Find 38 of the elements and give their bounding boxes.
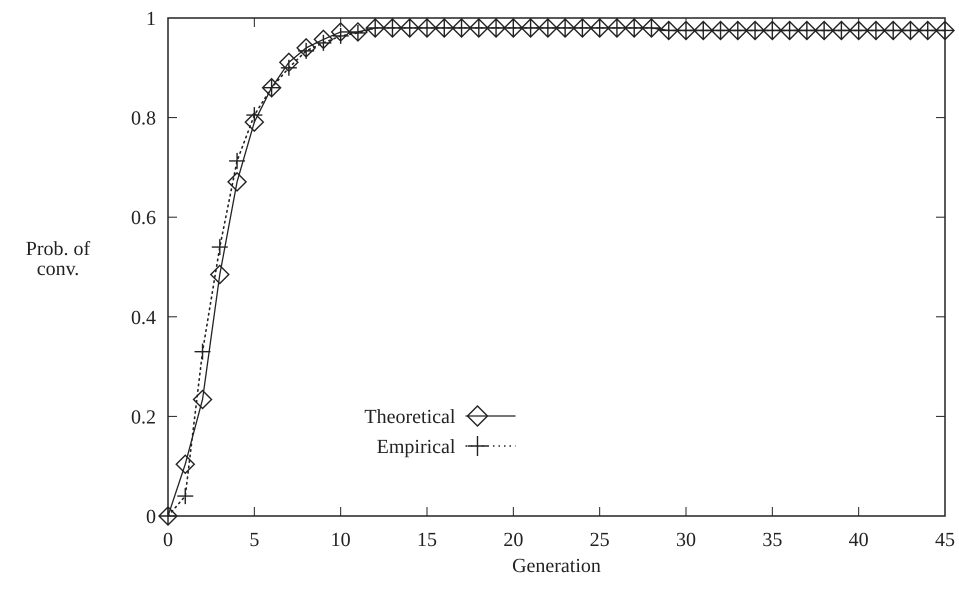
y-tick-label: 0.2 bbox=[131, 406, 156, 428]
point bbox=[176, 487, 194, 505]
y-tick-label: 0.6 bbox=[131, 207, 156, 230]
point bbox=[211, 238, 228, 256]
point bbox=[227, 172, 247, 192]
x-tick-label: 25 bbox=[590, 529, 610, 551]
point bbox=[314, 30, 334, 50]
x-tick-label: 30 bbox=[676, 529, 696, 551]
y-axis-title: Prob. of conv. bbox=[26, 238, 91, 280]
x-tick-label: 20 bbox=[503, 529, 524, 551]
point bbox=[176, 454, 195, 474]
point bbox=[332, 27, 350, 45]
point bbox=[244, 112, 264, 132]
point bbox=[314, 34, 332, 52]
point bbox=[228, 152, 246, 170]
point bbox=[330, 22, 350, 42]
point bbox=[297, 42, 315, 60]
x-tick-label: 45 bbox=[935, 529, 955, 551]
point bbox=[246, 106, 264, 124]
x-tick-label: 0 bbox=[163, 529, 173, 551]
point bbox=[279, 52, 299, 72]
point bbox=[192, 390, 212, 410]
x-tick-label: 35 bbox=[762, 529, 782, 551]
x-tick-label: 40 bbox=[848, 529, 869, 551]
legend-label: Theoretical bbox=[364, 406, 456, 428]
point bbox=[280, 59, 298, 76]
point bbox=[296, 38, 316, 58]
x-tick-label: 5 bbox=[249, 529, 260, 551]
point bbox=[210, 264, 230, 284]
y-tick-label: 0.4 bbox=[131, 306, 156, 329]
x-axis-title: Generation bbox=[512, 555, 601, 577]
y-tick-label: 0.8 bbox=[131, 108, 156, 130]
x-tick-label: 10 bbox=[330, 529, 351, 551]
y-tick-label: 1 bbox=[146, 8, 156, 30]
legend-label: Empirical bbox=[376, 436, 456, 458]
x-tick-label: 15 bbox=[417, 529, 437, 551]
point bbox=[194, 342, 212, 360]
y-tick-label: 0 bbox=[146, 506, 156, 528]
